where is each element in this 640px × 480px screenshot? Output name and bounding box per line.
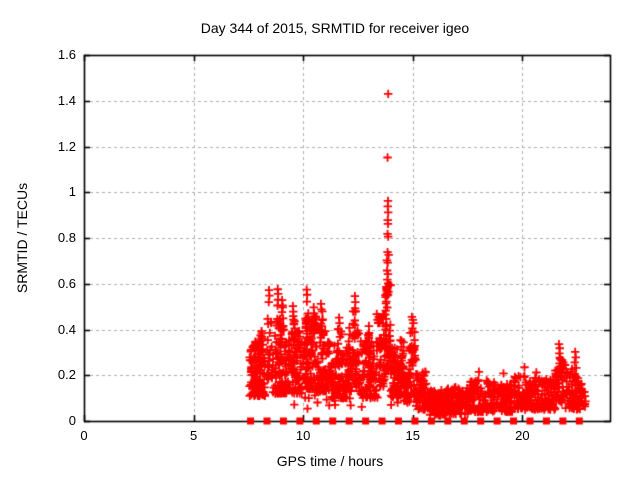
y-tick-label: 1.4 [57, 92, 76, 108]
x-axis-label: GPS time / hours [276, 453, 384, 469]
y-tick-label: 0.2 [57, 367, 76, 383]
y-tick-label: 1 [68, 184, 76, 200]
chart-title: Day 344 of 2015, SRMTID for receiver ige… [200, 20, 470, 36]
x-tick-label: 5 [189, 428, 198, 443]
y-tick-label: 0.4 [57, 321, 76, 337]
x-tick-label: 15 [405, 428, 420, 443]
x-tick-label: 10 [295, 428, 311, 443]
y-tick-label: 0.6 [57, 275, 76, 291]
y-tick-label: 1.2 [57, 138, 76, 154]
x-tick-label: 0 [80, 428, 88, 443]
x-tick-label: 20 [515, 428, 530, 443]
y-tick-label: 0 [68, 413, 76, 428]
y-tick-label: 0.8 [57, 230, 76, 245]
y-tick-label: 1.6 [57, 47, 76, 62]
